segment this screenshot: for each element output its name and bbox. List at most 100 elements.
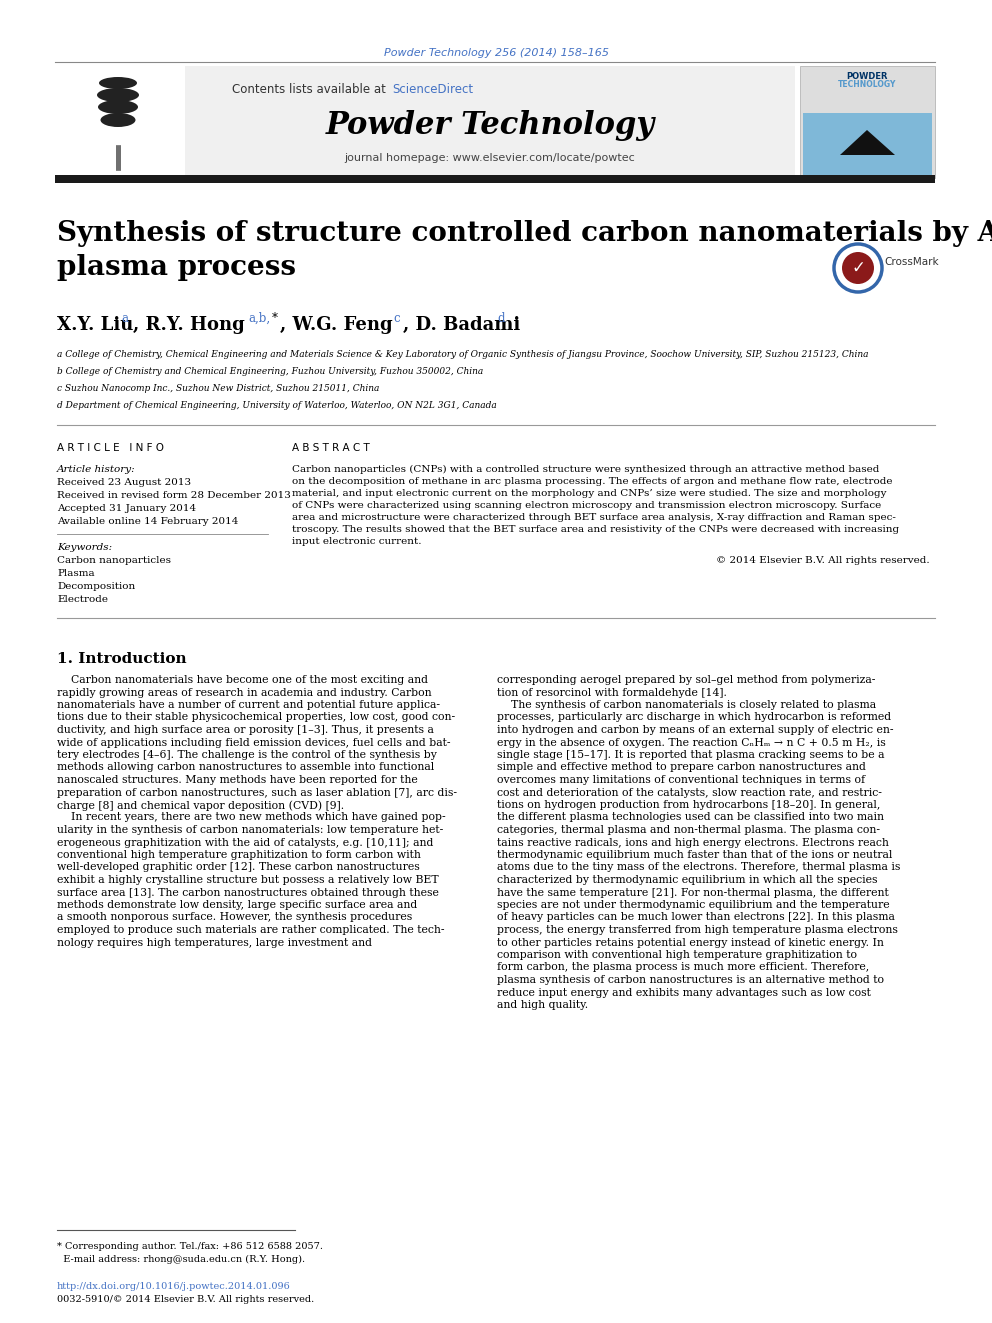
Text: A B S T R A C T: A B S T R A C T: [292, 443, 370, 452]
Text: journal homepage: www.elsevier.com/locate/powtec: journal homepage: www.elsevier.com/locat…: [344, 153, 635, 163]
Text: cost and deterioration of the catalysts, slow reaction rate, and restric-: cost and deterioration of the catalysts,…: [497, 787, 882, 798]
Text: , D. Badami: , D. Badami: [403, 316, 520, 333]
Text: comparison with conventional high temperature graphitization to: comparison with conventional high temper…: [497, 950, 857, 960]
Bar: [800, 66, 935, 179]
Text: and high quality.: and high quality.: [497, 1000, 588, 1009]
Text: c Suzhou Nanocomp Inc., Suzhou New District, Suzhou 215011, China: c Suzhou Nanocomp Inc., Suzhou New Distr…: [57, 384, 379, 393]
Text: Decomposition: Decomposition: [57, 582, 135, 591]
Ellipse shape: [99, 77, 137, 89]
Text: wide of applications including field emission devices, fuel cells and bat-: wide of applications including field emi…: [57, 737, 450, 747]
Text: input electronic current.: input electronic current.: [292, 537, 422, 546]
Text: b College of Chemistry and Chemical Engineering, Fuzhou University, Fuzhou 35000: b College of Chemistry and Chemical Engi…: [57, 366, 483, 376]
Text: d Department of Chemical Engineering, University of Waterloo, Waterloo, ON N2L 3: d Department of Chemical Engineering, Un…: [57, 401, 497, 410]
Text: Article history:: Article history:: [57, 464, 136, 474]
Text: well-developed graphitic order [12]. These carbon nanostructures: well-developed graphitic order [12]. The…: [57, 863, 420, 872]
Text: a College of Chemistry, Chemical Engineering and Materials Science & Key Laborat: a College of Chemistry, Chemical Enginee…: [57, 351, 869, 359]
Text: a: a: [121, 311, 128, 324]
Text: E-mail address: rhong@suda.edu.cn (R.Y. Hong).: E-mail address: rhong@suda.edu.cn (R.Y. …: [57, 1256, 306, 1263]
Text: into hydrogen and carbon by means of an external supply of electric en-: into hydrogen and carbon by means of an …: [497, 725, 894, 736]
Text: X.Y. Liu: X.Y. Liu: [57, 316, 133, 333]
Text: Powder Technology: Powder Technology: [325, 110, 655, 142]
Text: Powder Technology 256 (2014) 158–165: Powder Technology 256 (2014) 158–165: [384, 48, 608, 58]
Text: d: d: [497, 311, 505, 324]
Ellipse shape: [97, 89, 139, 102]
Text: *: *: [272, 311, 278, 324]
Text: methods allowing carbon nanostructures to assemble into functional: methods allowing carbon nanostructures t…: [57, 762, 434, 773]
Polygon shape: [840, 130, 895, 155]
Text: tions due to their stable physicochemical properties, low cost, good con-: tions due to their stable physicochemica…: [57, 713, 455, 722]
Text: categories, thermal plasma and non-thermal plasma. The plasma con-: categories, thermal plasma and non-therm…: [497, 826, 880, 835]
Text: corresponding aerogel prepared by sol–gel method from polymeriza-: corresponding aerogel prepared by sol–ge…: [497, 675, 875, 685]
Text: characterized by thermodynamic equilibrium in which all the species: characterized by thermodynamic equilibri…: [497, 875, 878, 885]
Text: Carbon nanoparticles: Carbon nanoparticles: [57, 556, 171, 565]
Text: , R.Y. Hong: , R.Y. Hong: [133, 316, 245, 333]
Text: nanoscaled structures. Many methods have been reported for the: nanoscaled structures. Many methods have…: [57, 775, 418, 785]
Text: have the same temperature [21]. For non-thermal plasma, the different: have the same temperature [21]. For non-…: [497, 888, 889, 897]
Bar: [185, 66, 795, 179]
Text: Available online 14 February 2014: Available online 14 February 2014: [57, 517, 238, 527]
Text: simple and effective method to prepare carbon nanostructures and: simple and effective method to prepare c…: [497, 762, 866, 773]
Text: of heavy particles can be much lower than electrons [22]. In this plasma: of heavy particles can be much lower tha…: [497, 913, 895, 922]
Text: reduce input energy and exhibits many advantages such as low cost: reduce input energy and exhibits many ad…: [497, 987, 871, 998]
Text: ELSEVIER: ELSEVIER: [88, 175, 148, 185]
Text: ductivity, and high surface area or porosity [1–3]. Thus, it presents a: ductivity, and high surface area or poro…: [57, 725, 434, 736]
Text: of CNPs were characterized using scanning electron microscopy and transmission e: of CNPs were characterized using scannin…: [292, 501, 881, 509]
Text: Carbon nanoparticles (CNPs) with a controlled structure were synthesized through: Carbon nanoparticles (CNPs) with a contr…: [292, 464, 879, 474]
Text: Electrode: Electrode: [57, 595, 108, 605]
Text: Received in revised form 28 December 2013: Received in revised form 28 December 201…: [57, 491, 291, 500]
Text: ergy in the absence of oxygen. The reaction CₙHₘ → n C + 0.5 m H₂, is: ergy in the absence of oxygen. The react…: [497, 737, 886, 747]
Text: rapidly growing areas of research in academia and industry. Carbon: rapidly growing areas of research in aca…: [57, 688, 432, 697]
Text: to other particles retains potential energy instead of kinetic energy. In: to other particles retains potential ene…: [497, 938, 884, 947]
Text: species are not under thermodynamic equilibrium and the temperature: species are not under thermodynamic equi…: [497, 900, 890, 910]
Text: the different plasma technologies used can be classified into two main: the different plasma technologies used c…: [497, 812, 884, 823]
Text: The synthesis of carbon nanomaterials is closely related to plasma: The synthesis of carbon nanomaterials is…: [497, 700, 876, 710]
Text: nology requires high temperatures, large investment and: nology requires high temperatures, large…: [57, 938, 372, 947]
Text: tery electrodes [4–6]. The challenge is the control of the synthesis by: tery electrodes [4–6]. The challenge is …: [57, 750, 436, 759]
Text: ✓: ✓: [851, 259, 865, 277]
Text: material, and input electronic current on the morphology and CNPs’ size were stu: material, and input electronic current o…: [292, 490, 887, 497]
Bar: [55, 175, 935, 183]
Text: surface area [13]. The carbon nanostructures obtained through these: surface area [13]. The carbon nanostruct…: [57, 888, 438, 897]
Bar: [55, 66, 185, 179]
Text: ularity in the synthesis of carbon nanomaterials: low temperature het-: ularity in the synthesis of carbon nanom…: [57, 826, 443, 835]
Text: atoms due to the tiny mass of the electrons. Therefore, thermal plasma is: atoms due to the tiny mass of the electr…: [497, 863, 901, 872]
Text: 0032-5910/© 2014 Elsevier B.V. All rights reserved.: 0032-5910/© 2014 Elsevier B.V. All right…: [57, 1295, 314, 1304]
Text: © 2014 Elsevier B.V. All rights reserved.: © 2014 Elsevier B.V. All rights reserved…: [716, 556, 930, 565]
Text: A R T I C L E   I N F O: A R T I C L E I N F O: [57, 443, 164, 452]
Text: TECHNOLOGY: TECHNOLOGY: [838, 79, 896, 89]
Text: CrossMark: CrossMark: [884, 257, 938, 267]
Text: a smooth nonporous surface. However, the synthesis procedures: a smooth nonporous surface. However, the…: [57, 913, 413, 922]
Text: on the decomposition of methane in arc plasma processing. The effects of argon a: on the decomposition of methane in arc p…: [292, 478, 893, 486]
Text: preparation of carbon nanostructures, such as laser ablation [7], arc dis-: preparation of carbon nanostructures, su…: [57, 787, 457, 798]
Text: tion of resorcinol with formaldehyde [14].: tion of resorcinol with formaldehyde [14…: [497, 688, 727, 697]
Text: troscopy. The results showed that the BET surface area and resistivity of the CN: troscopy. The results showed that the BE…: [292, 525, 899, 534]
Text: plasma synthesis of carbon nanostructures is an alternative method to: plasma synthesis of carbon nanostructure…: [497, 975, 884, 986]
Text: conventional high temperature graphitization to form carbon with: conventional high temperature graphitiza…: [57, 849, 421, 860]
Circle shape: [842, 251, 874, 284]
Text: c: c: [393, 311, 400, 324]
Text: nanomaterials have a number of current and potential future applica-: nanomaterials have a number of current a…: [57, 700, 440, 710]
Text: Keywords:: Keywords:: [57, 542, 112, 552]
Text: single stage [15–17]. It is reported that plasma cracking seems to be a: single stage [15–17]. It is reported tha…: [497, 750, 885, 759]
Text: employed to produce such materials are rather complicated. The tech-: employed to produce such materials are r…: [57, 925, 444, 935]
Text: * Corresponding author. Tel./fax: +86 512 6588 2057.: * Corresponding author. Tel./fax: +86 51…: [57, 1242, 323, 1252]
Bar: [803, 112, 932, 179]
Text: processes, particularly arc discharge in which hydrocarbon is reformed: processes, particularly arc discharge in…: [497, 713, 891, 722]
Text: overcomes many limitations of conventional techniques in terms of: overcomes many limitations of convention…: [497, 775, 865, 785]
Text: Carbon nanomaterials have become one of the most exciting and: Carbon nanomaterials have become one of …: [57, 675, 428, 685]
Text: POWDER: POWDER: [846, 71, 888, 81]
Text: ScienceDirect: ScienceDirect: [392, 83, 473, 97]
Ellipse shape: [98, 101, 138, 114]
Text: exhibit a highly crystalline structure but possess a relatively low BET: exhibit a highly crystalline structure b…: [57, 875, 438, 885]
Text: Synthesis of structure controlled carbon nanomaterials by AC arc
plasma process: Synthesis of structure controlled carbon…: [57, 220, 992, 282]
Text: In recent years, there are two new methods which have gained pop-: In recent years, there are two new metho…: [57, 812, 445, 823]
Text: Received 23 August 2013: Received 23 August 2013: [57, 478, 191, 487]
Text: area and microstructure were characterized through BET surface area analysis, X-: area and microstructure were characteriz…: [292, 513, 896, 523]
Text: process, the energy transferred from high temperature plasma electrons: process, the energy transferred from hig…: [497, 925, 898, 935]
Text: tains reactive radicals, ions and high energy electrons. Electrons reach: tains reactive radicals, ions and high e…: [497, 837, 889, 848]
Text: Plasma: Plasma: [57, 569, 94, 578]
Text: thermodynamic equilibrium much faster than that of the ions or neutral: thermodynamic equilibrium much faster th…: [497, 849, 893, 860]
Text: 1. Introduction: 1. Introduction: [57, 652, 186, 665]
Text: form carbon, the plasma process is much more efficient. Therefore,: form carbon, the plasma process is much …: [497, 963, 869, 972]
Text: methods demonstrate low density, large specific surface area and: methods demonstrate low density, large s…: [57, 900, 418, 910]
